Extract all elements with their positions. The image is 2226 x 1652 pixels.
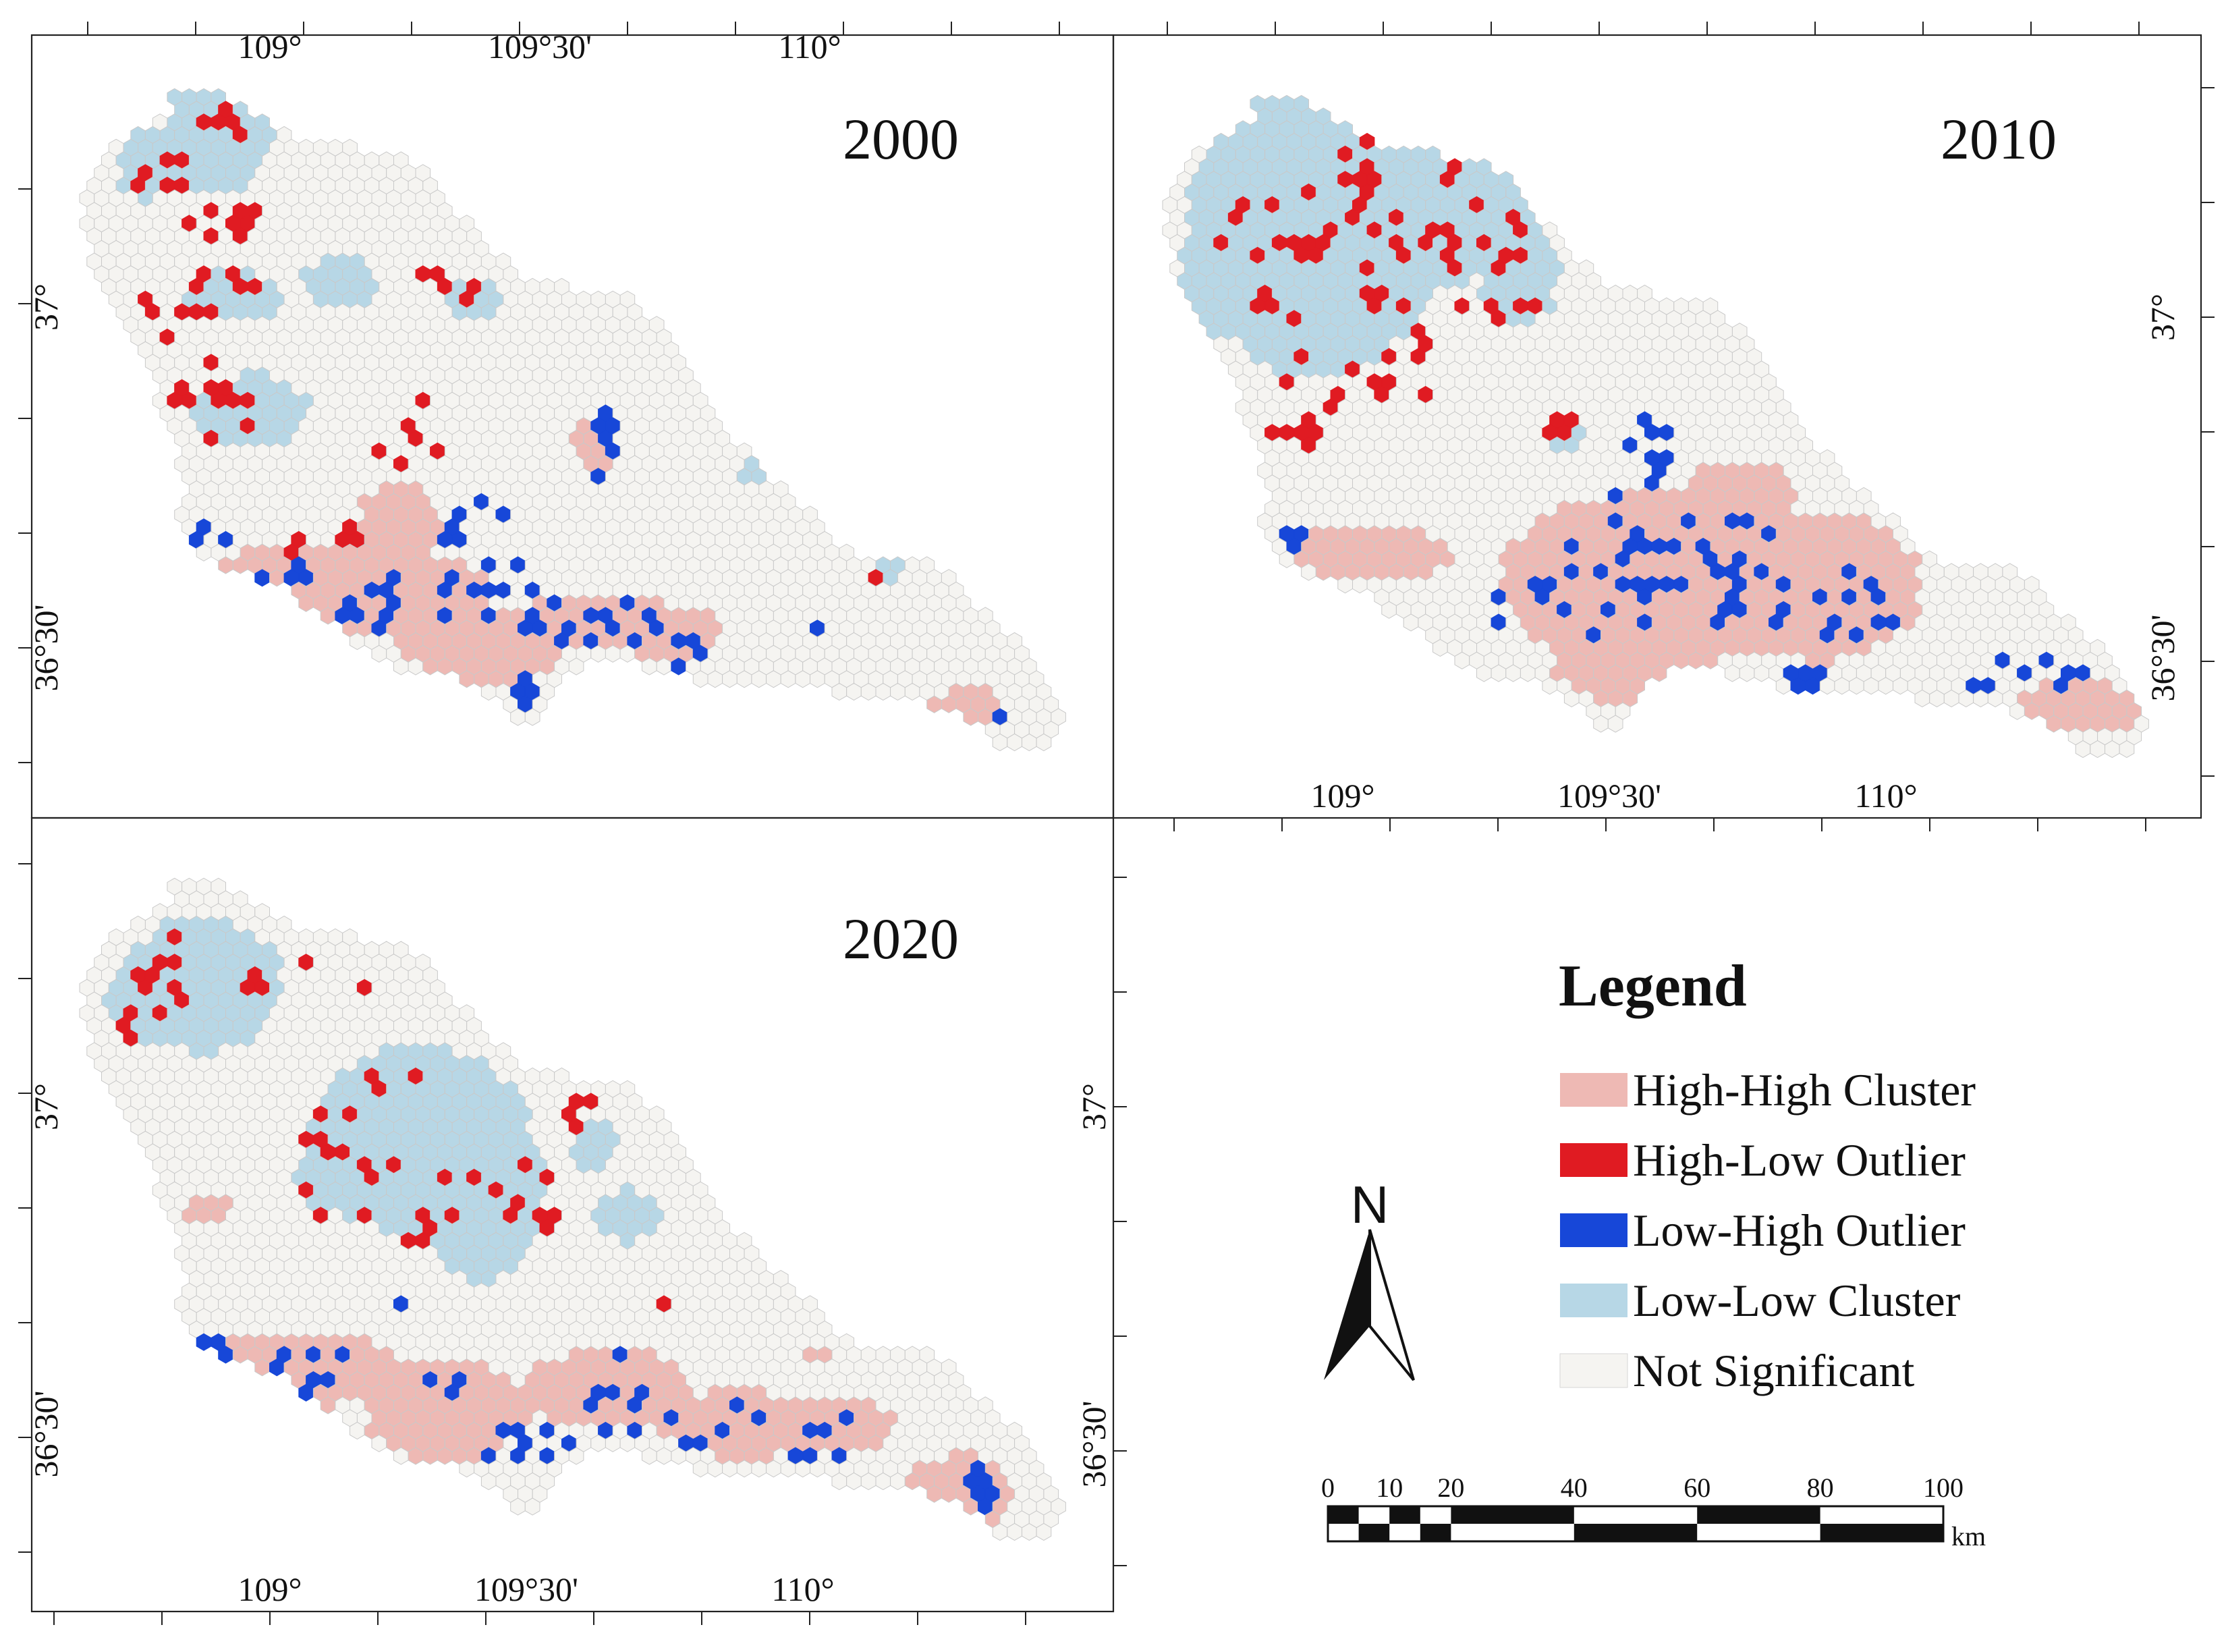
lon-label-2010-110: 110° bbox=[1854, 777, 1917, 815]
lon-label-2000-109: 109° bbox=[238, 28, 302, 65]
lat-label-2010-37: 37° bbox=[2144, 294, 2181, 341]
lon-label-2020-109: 109° bbox=[238, 1570, 302, 1608]
legend-swatch-high-high bbox=[1560, 1073, 1627, 1107]
lon-label-2010-109: 109° bbox=[1311, 777, 1375, 815]
legend-label-high-high: High-High Cluster bbox=[1633, 1064, 1976, 1116]
lon-label-2010-109-30: 109°30' bbox=[1557, 777, 1661, 815]
lat-label-2020-36-30-right: 36°30' bbox=[1075, 1400, 1113, 1487]
lat-label-2010-36-30: 36°30' bbox=[2144, 614, 2181, 701]
lat-label-2000-36-30: 36°30' bbox=[27, 604, 65, 691]
legend-label-low-high: Low-High Outlier bbox=[1633, 1205, 1966, 1256]
lon-label-2000-110: 110° bbox=[778, 28, 841, 65]
legend-swatch-high-low bbox=[1560, 1143, 1627, 1177]
legend-swatch-low-high bbox=[1560, 1213, 1627, 1247]
lat-label-2020-37-left: 37° bbox=[27, 1083, 65, 1130]
lon-label-2020-109-30: 109°30' bbox=[474, 1570, 578, 1608]
hex-grid-2000 bbox=[79, 88, 1066, 752]
map-panel-2000: 109° 109°30' 110° 37° 36°30' 2000 bbox=[18, 22, 1115, 819]
lat-label-2000-37: 37° bbox=[27, 283, 65, 331]
legend-swatch-low-low bbox=[1560, 1284, 1627, 1317]
lat-label-2020-36-30-left: 36°30' bbox=[27, 1390, 65, 1477]
lat-label-2020-37-right: 37° bbox=[1075, 1083, 1113, 1130]
lon-label-2000-109-30: 109°30' bbox=[488, 28, 592, 65]
legend-title: Legend bbox=[1559, 954, 1747, 1019]
year-label-2010: 2010 bbox=[1941, 107, 2057, 171]
legend-label-high-low: High-Low Outlier bbox=[1633, 1134, 1966, 1186]
legend-label-low-low: Low-Low Cluster bbox=[1633, 1275, 1961, 1326]
tick-marks-2000 bbox=[18, 22, 1060, 763]
year-label-2000: 2000 bbox=[843, 107, 959, 171]
year-label-2020: 2020 bbox=[843, 906, 959, 971]
lon-label-2020-110: 110° bbox=[771, 1570, 834, 1608]
